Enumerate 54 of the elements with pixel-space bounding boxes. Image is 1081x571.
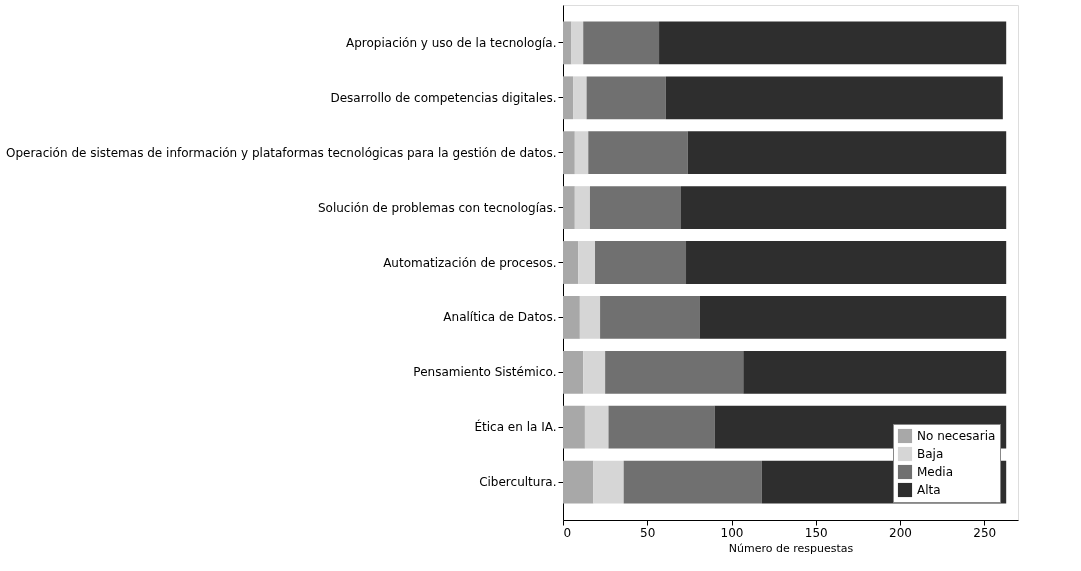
bar bbox=[600, 295, 700, 339]
bar bbox=[586, 76, 666, 120]
bar bbox=[583, 21, 660, 65]
bar bbox=[579, 295, 601, 339]
x-tick-label: 100 bbox=[720, 525, 744, 540]
y-tick-label: Automatización de procesos. bbox=[383, 255, 557, 270]
bar bbox=[571, 21, 584, 65]
bar bbox=[563, 295, 580, 339]
y-tick-label: Cibercultura. bbox=[479, 475, 557, 490]
y-tick-label: Analítica de Datos. bbox=[443, 310, 557, 325]
bar bbox=[563, 241, 579, 284]
y-tick-label: Apropiación y uso de la tecnología. bbox=[345, 35, 557, 50]
x-axis-title: Número de respuestas bbox=[728, 541, 854, 555]
bar bbox=[686, 241, 1007, 284]
bar bbox=[578, 241, 596, 284]
bar bbox=[563, 350, 584, 394]
bar bbox=[588, 131, 688, 175]
y-tick-label: Desarrollo de competencias digitales. bbox=[330, 90, 557, 105]
x-tick-label: 150 bbox=[804, 525, 828, 540]
bar bbox=[595, 241, 687, 284]
bar bbox=[583, 350, 606, 394]
bar bbox=[563, 76, 574, 120]
y-tick-label: Pensamiento Sistémico. bbox=[413, 365, 557, 380]
bar bbox=[743, 350, 1007, 394]
bar bbox=[665, 76, 1003, 120]
bar bbox=[687, 131, 1007, 175]
bar bbox=[573, 76, 587, 120]
bar bbox=[659, 21, 1007, 65]
bar bbox=[605, 350, 744, 394]
legend-label: Alta bbox=[917, 483, 941, 497]
legend-label: Media bbox=[917, 465, 954, 479]
legend-label: No necesaria bbox=[917, 429, 996, 443]
legend-label: Baja bbox=[917, 447, 944, 461]
bar bbox=[593, 460, 624, 504]
bar bbox=[563, 186, 575, 230]
bar bbox=[584, 405, 609, 449]
bar bbox=[563, 460, 594, 504]
x-tick-label: 50 bbox=[640, 525, 656, 540]
bar bbox=[563, 131, 575, 175]
x-tick-label: 0 bbox=[563, 525, 572, 540]
bar bbox=[608, 405, 715, 449]
bar bbox=[563, 405, 585, 449]
bar bbox=[563, 21, 572, 65]
bar bbox=[623, 460, 762, 504]
y-tick-label: Solución de problemas con tecnologías. bbox=[317, 200, 557, 215]
bar bbox=[574, 131, 589, 175]
y-tick-label: Operación de sistemas de información y plataformas tecnológicas para la gestión de datos. bbox=[5, 145, 557, 160]
bar bbox=[589, 186, 681, 230]
x-tick-label: 250 bbox=[973, 525, 997, 540]
bar bbox=[574, 186, 590, 230]
bar bbox=[699, 295, 1007, 339]
x-tick-label: 200 bbox=[889, 525, 912, 540]
y-tick-label: Ética en la IA. bbox=[474, 419, 557, 435]
bar bbox=[680, 186, 1007, 230]
